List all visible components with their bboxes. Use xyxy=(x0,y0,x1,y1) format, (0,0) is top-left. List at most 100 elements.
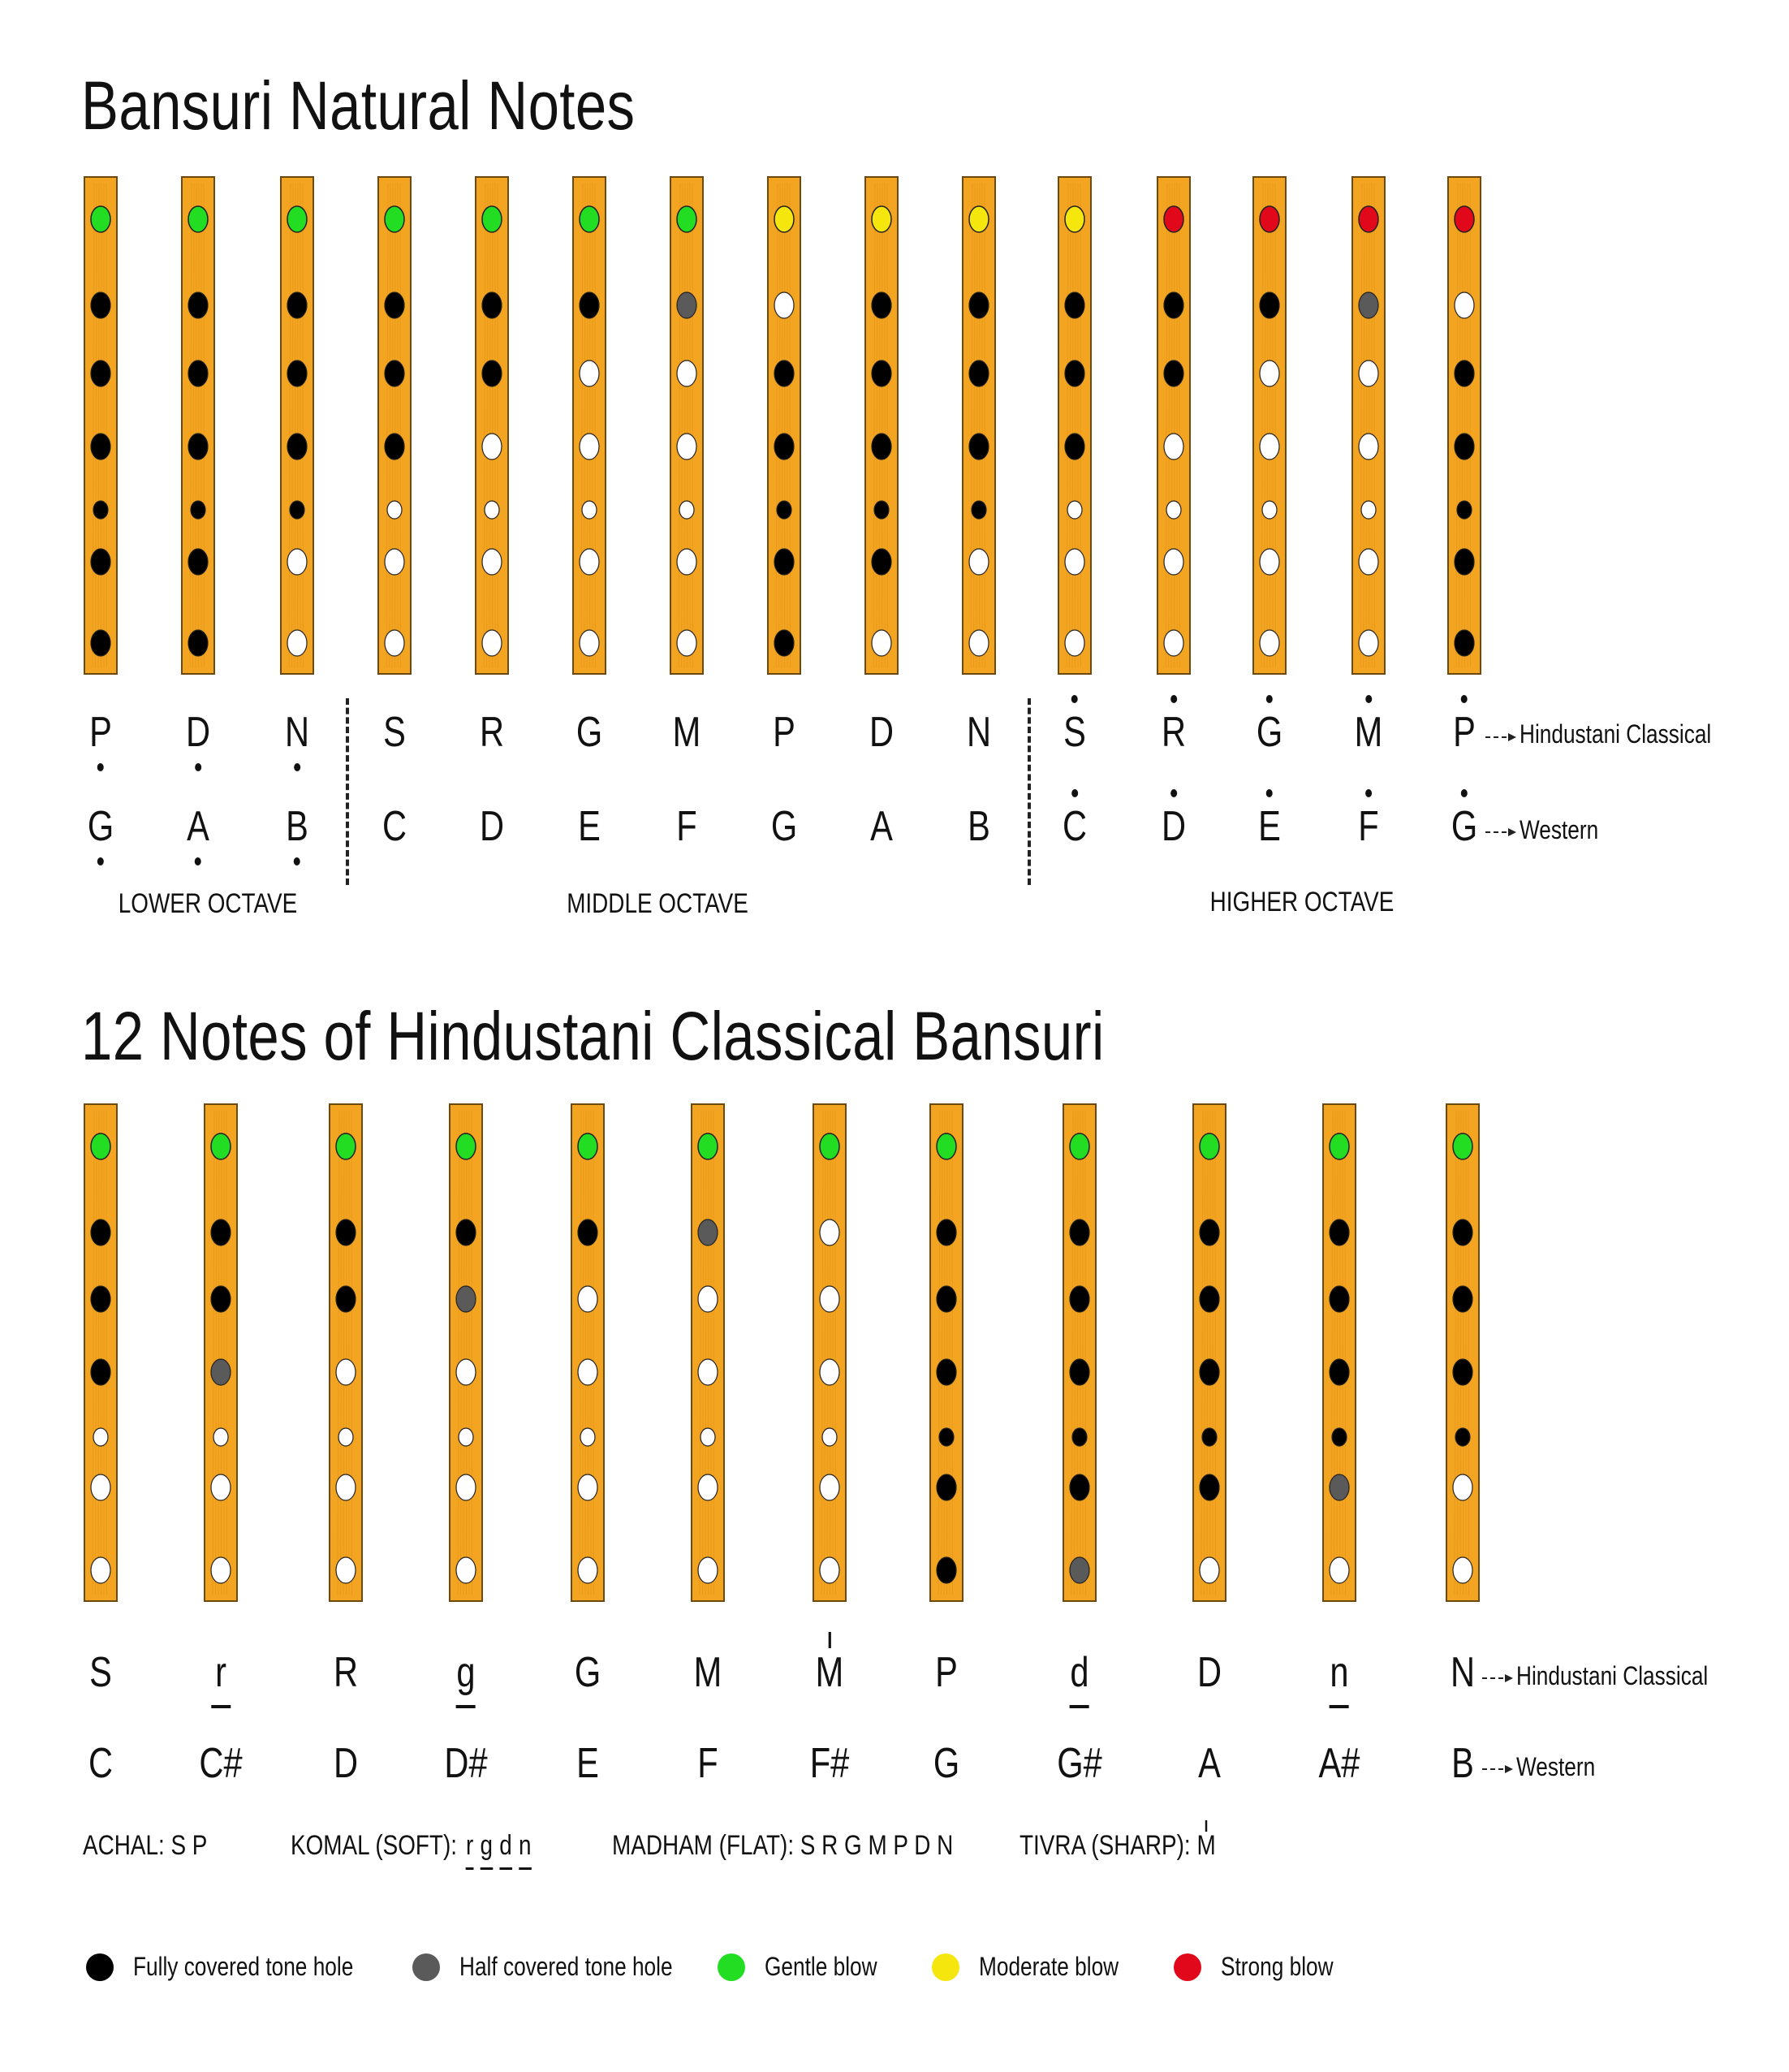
flute-grain xyxy=(189,183,192,668)
open-hole xyxy=(1163,548,1184,576)
flute-grain xyxy=(713,1110,714,1595)
western-note: C xyxy=(1062,789,1088,850)
blow-hole-gentle xyxy=(335,1133,356,1160)
open-hole xyxy=(819,1358,840,1386)
swara-tivra: TIVRA (SHARP): M xyxy=(1020,1820,1216,1862)
covered-hole xyxy=(1064,360,1085,387)
covered-hole xyxy=(871,291,892,319)
flute-grain xyxy=(394,183,396,668)
open-hole xyxy=(697,1556,718,1584)
covered-hole xyxy=(774,629,795,657)
flute-body xyxy=(377,176,412,675)
flute-body xyxy=(691,1103,725,1602)
covered-hole xyxy=(1454,548,1475,576)
flute-grain xyxy=(391,183,394,668)
flute-grain xyxy=(970,183,973,668)
open-hole xyxy=(968,629,989,657)
blow-hole-gentle xyxy=(90,1133,111,1160)
covered-hole xyxy=(968,291,989,319)
covered-hole xyxy=(1455,1427,1471,1447)
hindustani-note: P xyxy=(89,709,112,771)
octave-label-higher: HIGHER OCTAVE xyxy=(1209,887,1395,917)
flute-grain xyxy=(1074,1110,1076,1595)
flute-grain xyxy=(203,183,205,668)
open-hole xyxy=(1452,1556,1473,1584)
blow-hole-moderate xyxy=(968,205,989,233)
open-hole xyxy=(579,433,600,460)
western-note: D xyxy=(333,1740,359,1787)
legend-item: Moderate blow xyxy=(932,1952,1149,1982)
covered-hole xyxy=(577,1219,598,1246)
flute-grain xyxy=(1373,183,1375,668)
covered-hole xyxy=(1064,433,1085,460)
flute-grain xyxy=(1206,1110,1209,1595)
open-hole xyxy=(676,548,697,576)
flute-grain xyxy=(1459,1110,1462,1595)
open-hole xyxy=(1259,629,1280,657)
flute-grain xyxy=(1360,183,1363,668)
flute-grain xyxy=(1170,183,1173,668)
flute-grain xyxy=(492,183,494,668)
flute-grain xyxy=(343,1110,345,1595)
hindustani-note: N xyxy=(966,709,992,756)
flute-body xyxy=(813,1103,847,1602)
flute-grain xyxy=(1071,183,1074,668)
open-hole xyxy=(577,1285,598,1313)
open-hole xyxy=(210,1556,231,1584)
flute-grain xyxy=(1274,183,1276,668)
row-label-western-1: Western xyxy=(1520,815,1599,844)
flute-grain xyxy=(97,1110,100,1595)
open-hole xyxy=(1064,629,1085,657)
flute-grain xyxy=(589,183,591,668)
flute-grain xyxy=(226,1110,227,1595)
komal-note: r xyxy=(466,1830,474,1870)
covered-hole xyxy=(1199,1219,1220,1246)
row-arrow-hindustani-2 xyxy=(1482,1674,1513,1682)
flute-grain xyxy=(92,183,95,668)
open-hole xyxy=(287,548,308,576)
hindustani-note: M xyxy=(1354,695,1383,756)
flute-grain xyxy=(826,1110,829,1595)
section1-flute-14 xyxy=(1351,176,1386,675)
flute-body xyxy=(864,176,899,675)
blow-hole-gentle xyxy=(577,1133,598,1160)
covered-hole xyxy=(774,360,795,387)
blow-hole-strong xyxy=(1163,205,1184,233)
western-note: F# xyxy=(809,1740,850,1787)
western-note: E xyxy=(576,1740,599,1787)
flute-grain xyxy=(692,183,693,668)
section2-flute-4 xyxy=(449,1103,483,1602)
western-note: D xyxy=(479,803,505,850)
covered-hole xyxy=(936,1219,957,1246)
covered-hole xyxy=(287,291,308,319)
flute-grain xyxy=(824,1110,826,1595)
open-hole xyxy=(579,548,600,576)
covered-hole xyxy=(968,433,989,460)
covered-hole xyxy=(871,548,892,576)
row-arrow-western-2 xyxy=(1482,1765,1513,1773)
hindustani-note: d xyxy=(1069,1651,1089,1708)
western-note: B xyxy=(1451,1740,1474,1787)
half-covered-hole xyxy=(1329,1474,1350,1501)
section1-flute-8 xyxy=(767,176,801,675)
section1-flute-4 xyxy=(377,176,412,675)
flute-grain xyxy=(291,183,294,668)
open-hole xyxy=(577,1358,598,1386)
flute-grain xyxy=(1066,183,1069,668)
section1-flute-2 xyxy=(181,176,215,675)
flute-grain xyxy=(1454,1110,1457,1595)
western-note: G xyxy=(1451,789,1478,850)
covered-hole xyxy=(1452,1219,1473,1246)
covered-hole xyxy=(90,1285,111,1313)
flute-grain xyxy=(582,1110,584,1595)
blow-hole-gentle xyxy=(819,1133,840,1160)
flute-grain xyxy=(340,1110,343,1595)
flute-grain xyxy=(784,183,786,668)
flute-body xyxy=(1351,176,1386,675)
flute-grain xyxy=(775,183,778,668)
open-hole xyxy=(1259,548,1280,576)
hindustani-note: M xyxy=(693,1649,722,1696)
open-hole xyxy=(579,360,600,387)
open-hole xyxy=(481,433,502,460)
section2-flute-10 xyxy=(1192,1103,1226,1602)
